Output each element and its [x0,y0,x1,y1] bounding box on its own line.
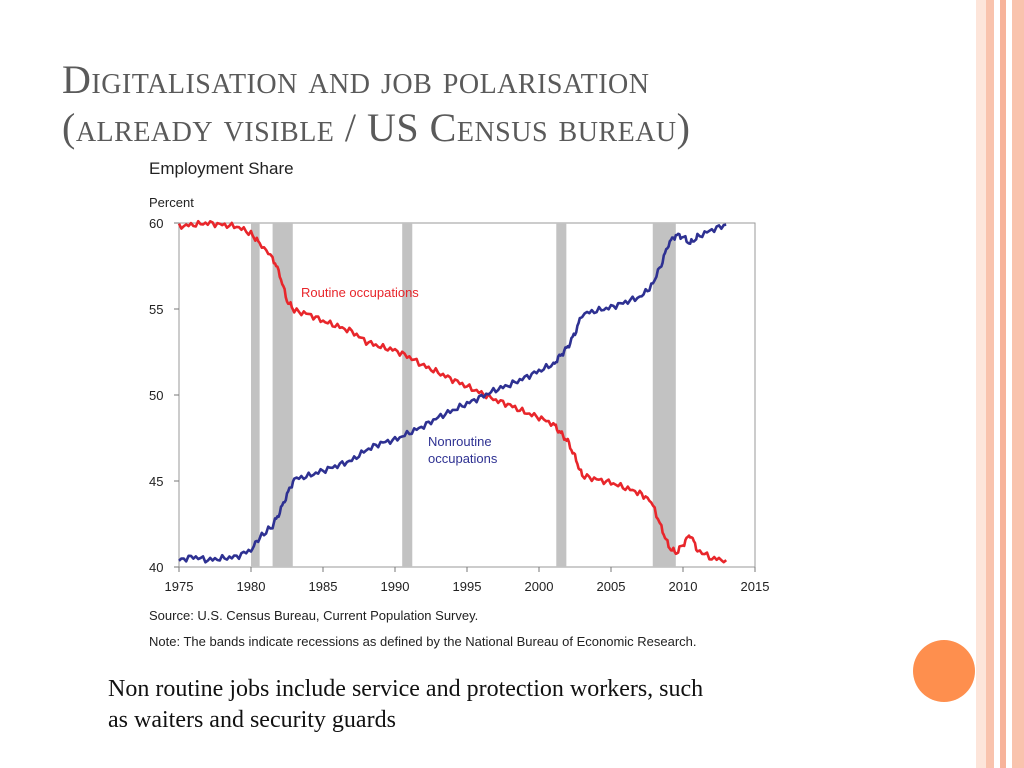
slide-title: Digitalisation and job polarisation (alr… [62,56,962,152]
chart-note: Note: The bands indicate recessions as d… [149,634,697,649]
y-tick-label-55: 55 [149,302,163,317]
recession-band-1 [251,223,260,567]
chart-source: Source: U.S. Census Bureau, Current Popu… [149,608,478,623]
slide-title-line-2: (already visible / US Census bureau) [62,105,691,150]
caption-line-2: as waiters and security guards [108,707,396,733]
decorative-orange-circle [913,640,975,702]
recession-bands [251,223,676,567]
caption-line-1: Non routine jobs include service and pro… [108,676,704,702]
x-tick-label-2010: 2010 [669,579,698,594]
series-label-nonroutine-line-1: Nonroutine [428,434,492,449]
series-label-routine: Routine occupations [301,285,419,300]
y-tick-label-40: 40 [149,560,163,575]
y-tick-label-50: 50 [149,388,163,403]
slide-title-line-1: Digitalisation and job polarisation [62,57,650,102]
recession-band-2 [272,223,293,567]
x-tick-label-1985: 1985 [309,579,338,594]
series-line-routine-occupations [177,219,728,564]
x-tick-label-2005: 2005 [597,579,626,594]
x-tick-label-2000: 2000 [525,579,554,594]
slide-caption: Non routine jobs include service and pro… [108,674,868,736]
x-tick-label-1975: 1975 [165,579,194,594]
series-line-nonroutine-occupations [178,223,727,564]
y-tick-label-60: 60 [149,216,163,231]
recession-band-5 [652,223,676,567]
x-tick-label-1990: 1990 [381,579,410,594]
chart-title: Employment Share [149,159,294,178]
x-tick-label-2015: 2015 [741,579,770,594]
series-lines [177,219,728,564]
recession-band-3 [402,223,413,567]
employment-share-chart: Employment Share Percent 1975 1980 1985 199… [149,159,769,649]
decorative-right-border [976,0,1024,768]
y-axis-label: Percent [149,195,194,210]
x-tick-label-1995: 1995 [453,579,482,594]
y-tick-label-45: 45 [149,474,163,489]
series-label-nonroutine-line-2: occupations [428,451,498,466]
recession-band-4 [556,223,567,567]
x-tick-label-1980: 1980 [237,579,266,594]
axis-ticks: 1975 1980 1985 1990 1995 2000 2005 2010 2015 60 55… [149,216,769,594]
